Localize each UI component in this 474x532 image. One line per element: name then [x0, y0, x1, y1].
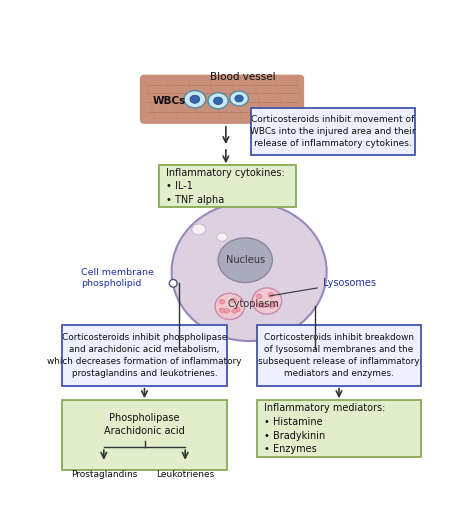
Text: Nucleus: Nucleus — [226, 255, 265, 265]
Ellipse shape — [208, 93, 228, 109]
Ellipse shape — [215, 293, 245, 320]
Ellipse shape — [217, 233, 228, 242]
Ellipse shape — [231, 298, 237, 303]
FancyBboxPatch shape — [257, 325, 421, 386]
Ellipse shape — [272, 302, 277, 306]
Text: Cell membrane
phospholipid: Cell membrane phospholipid — [81, 268, 154, 288]
FancyBboxPatch shape — [251, 107, 415, 155]
Ellipse shape — [172, 203, 327, 341]
Text: Inflammatory cytokines:
• IL-1
• TNF alpha: Inflammatory cytokines: • IL-1 • TNF alp… — [166, 168, 285, 205]
Ellipse shape — [219, 308, 225, 312]
FancyBboxPatch shape — [63, 400, 227, 470]
Ellipse shape — [269, 303, 274, 308]
Text: Corticosteroids inhibit movement of
WBCs into the injured area and their
release: Corticosteroids inhibit movement of WBCs… — [250, 115, 416, 148]
FancyBboxPatch shape — [257, 400, 421, 458]
Text: Phospholipase: Phospholipase — [109, 413, 180, 423]
Ellipse shape — [268, 293, 273, 297]
Text: Leukotrienes: Leukotrienes — [156, 470, 214, 479]
FancyBboxPatch shape — [140, 74, 304, 124]
Ellipse shape — [214, 97, 223, 105]
Circle shape — [169, 279, 177, 287]
Text: Arachidonic acid: Arachidonic acid — [104, 426, 185, 436]
Text: Corticosteroids inhibit phospholipase
and arachidonic acid metabolism,
which dec: Corticosteroids inhibit phospholipase an… — [47, 333, 242, 378]
Ellipse shape — [219, 300, 225, 304]
Ellipse shape — [235, 307, 240, 312]
Ellipse shape — [256, 294, 262, 298]
Text: Blood vessel: Blood vessel — [210, 71, 276, 81]
Ellipse shape — [192, 224, 206, 235]
Text: Prostaglandins: Prostaglandins — [71, 470, 137, 479]
FancyBboxPatch shape — [63, 325, 227, 386]
Text: Lysosomes: Lysosomes — [270, 278, 376, 296]
Ellipse shape — [184, 90, 206, 108]
Ellipse shape — [224, 309, 229, 313]
FancyBboxPatch shape — [159, 165, 296, 207]
Ellipse shape — [230, 91, 248, 106]
Ellipse shape — [218, 238, 273, 282]
Text: WBCs: WBCs — [152, 96, 185, 106]
Text: Inflammatory mediators:
• Histamine
• Bradykinin
• Enzymes: Inflammatory mediators: • Histamine • Br… — [264, 403, 385, 454]
Ellipse shape — [256, 303, 262, 307]
Ellipse shape — [232, 309, 237, 313]
Ellipse shape — [190, 95, 200, 103]
Text: Cytoplasm: Cytoplasm — [227, 299, 279, 309]
Text: Corticosteroids inhibit breakdown
of lysosomal membranes and the
subsequent rele: Corticosteroids inhibit breakdown of lys… — [258, 333, 420, 378]
Ellipse shape — [261, 303, 266, 308]
Ellipse shape — [235, 95, 243, 102]
Ellipse shape — [252, 288, 282, 314]
